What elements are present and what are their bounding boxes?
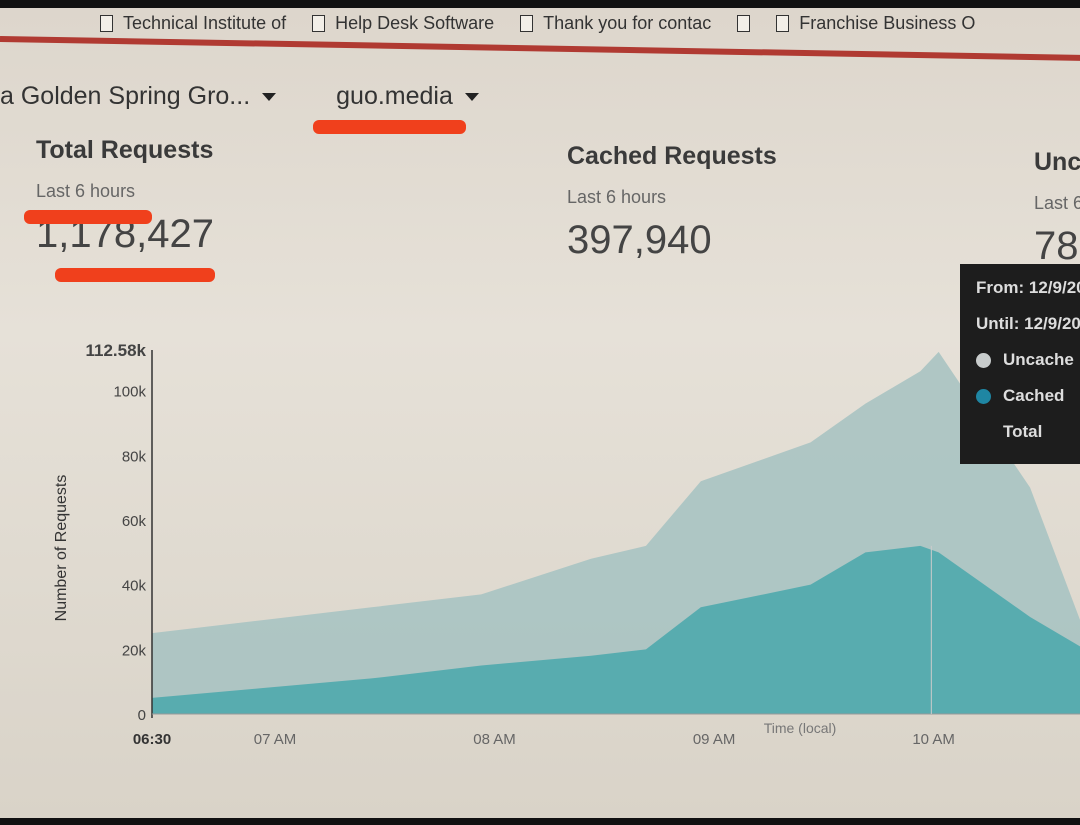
bookmark-label: Thank you for contac (543, 12, 712, 33)
stat-subtitle: Last 6 hours (567, 187, 667, 207)
tooltip-cached: Cached (1003, 386, 1065, 405)
bookmark-0[interactable]: Technical Institute of (100, 13, 286, 34)
red-annotation (313, 120, 466, 134)
bookmark-label: Technical Institute of (123, 12, 287, 33)
stat-title: Unca (1034, 148, 1080, 176)
stat-value: 780 (1034, 224, 1080, 268)
zone-selector[interactable]: guo.media (336, 82, 479, 111)
bookmark-label: Franchise Business O (799, 12, 976, 33)
tooltip-until: Until: 12/9/20 (976, 314, 1080, 333)
stat-value: 397,940 (567, 218, 712, 262)
stat-subtitle: Last 6 (1034, 193, 1080, 213)
y-tick-label: 40k (122, 578, 147, 595)
tooltip-total: Total (1003, 422, 1043, 441)
account-selector[interactable]: a Golden Spring Gro... (0, 82, 277, 111)
bookmark-1[interactable]: Help Desk Software (312, 13, 494, 34)
bookmark-label: Help Desk Software (335, 12, 495, 33)
y-tick-label: 80k (122, 448, 147, 465)
page-icon (312, 14, 326, 32)
y-tick-label: 60k (122, 513, 147, 530)
x-tick-label: 07 AM (254, 731, 297, 748)
cached-dot-icon (976, 388, 991, 404)
y-tick-label: 112.58k (85, 341, 146, 360)
uncached-dot-icon (976, 352, 991, 368)
stat-uncached-requests: Unca Last 6 780 (1034, 148, 1080, 269)
zone-name: guo.media (336, 82, 453, 110)
x-tick-label: 08 AM (473, 731, 516, 748)
bookmark-3[interactable] (737, 14, 751, 32)
page-icon (100, 14, 113, 32)
bookmarks-bar: Technical Institute of Help Desk Softwar… (0, 8, 1080, 38)
x-tick-label: 09 AM (693, 731, 736, 748)
red-annotation (55, 268, 215, 282)
area-cached (152, 545, 1080, 714)
stat-cached-requests: Cached Requests Last 6 hours 397,940 (567, 142, 777, 263)
account-name: a Golden Spring Gro... (0, 82, 251, 110)
x-axis-title: Time (local) (764, 720, 837, 736)
caret-down-icon (262, 92, 277, 101)
stat-title: Cached Requests (567, 142, 777, 170)
y-axis-title: Number of Requests (53, 475, 70, 622)
chart-tooltip: From: 12/9/20 Until: 12/9/20 Uncache Cac… (960, 264, 1080, 464)
breadcrumb: a Golden Spring Gro... guo.media (0, 82, 479, 111)
stat-subtitle: Last 6 hours (36, 181, 136, 201)
y-tick-label: 100k (113, 384, 146, 401)
file-icon (737, 14, 751, 32)
requests-chart[interactable]: 0 20k 40k 60k 80k 100k 112.58k 06:30 07 AM 08 AM 0… (0, 8, 1080, 818)
screen: Technical Institute of Help Desk Softwar… (0, 8, 1080, 818)
tooltip-from: From: 12/9/20 (976, 278, 1080, 297)
x-tick-label: 10 AM (912, 731, 955, 748)
tooltip-uncached: Uncache (1003, 350, 1074, 369)
bookmark-4[interactable]: Franchise Business O (776, 13, 975, 34)
y-tick-label: 0 (138, 707, 146, 724)
y-tick-label: 20k (122, 642, 147, 659)
file-icon (520, 14, 534, 32)
file-icon (776, 14, 790, 32)
red-annotation (24, 210, 152, 224)
caret-down-icon (464, 92, 479, 101)
x-tick-label: 06:30 (133, 731, 171, 748)
bookmark-2[interactable]: Thank you for contac (520, 13, 711, 34)
stat-title: Total Requests (36, 136, 214, 164)
